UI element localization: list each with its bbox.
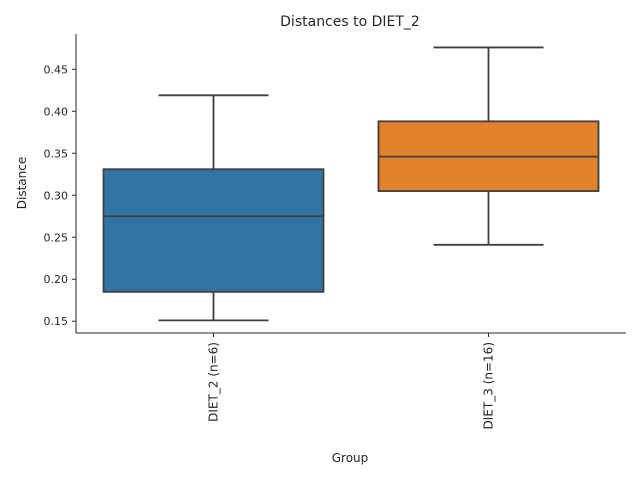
x-tick-label: DIET_2 (n=6) — [207, 342, 221, 422]
x-tick-label: DIET_3 (n=16) — [482, 342, 496, 429]
box-2 — [377, 46, 600, 246]
y-tick-label: 0.20 — [44, 273, 69, 286]
y-axis-ticks: 0.15 0.20 0.25 0.30 0.35 0.40 0.45 — [44, 63, 76, 328]
x-axis-label: Group — [332, 451, 369, 465]
y-tick-label: 0.35 — [44, 147, 69, 160]
y-tick-label: 0.40 — [44, 105, 69, 118]
y-axis-label: Distance — [15, 157, 29, 209]
x-axis-ticks: DIET_2 (n=6) DIET_3 (n=16) — [207, 333, 496, 429]
box-1 — [102, 94, 325, 322]
iqr-box — [102, 168, 325, 293]
y-tick-label: 0.15 — [44, 315, 69, 328]
y-tick-label: 0.45 — [44, 63, 69, 76]
box-group — [102, 46, 600, 322]
y-tick-label: 0.30 — [44, 189, 69, 202]
y-tick-label: 0.25 — [44, 231, 69, 244]
chart-title: Distances to DIET_2 — [280, 14, 420, 30]
